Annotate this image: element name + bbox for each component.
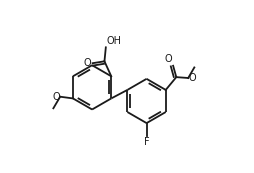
- Text: O: O: [189, 73, 197, 83]
- Text: OH: OH: [106, 37, 121, 47]
- Text: O: O: [52, 92, 60, 102]
- Text: F: F: [144, 137, 149, 147]
- Text: O: O: [83, 58, 91, 68]
- Text: O: O: [165, 54, 172, 64]
